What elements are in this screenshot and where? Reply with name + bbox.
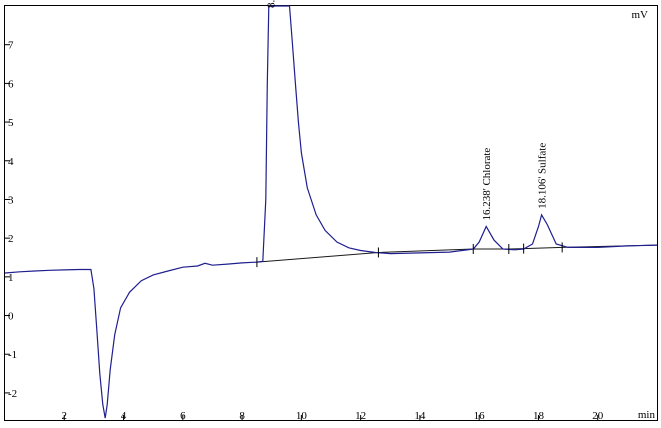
y-tick-label: 7 bbox=[8, 40, 14, 52]
x-tick-label: 8 bbox=[239, 410, 245, 422]
signal-trace bbox=[4, 5, 658, 419]
x-tick-label: 4 bbox=[121, 410, 127, 422]
peak-labels: 8.956' Chloride 16.238' Chlorate 18.106' S… bbox=[265, 0, 548, 221]
signal-line bbox=[4, 5, 658, 419]
x-axis: 2 4 6 8 10 12 14 16 18 20 bbox=[62, 410, 604, 422]
x-tick-label: 10 bbox=[296, 410, 308, 422]
y-tick-label: 4 bbox=[8, 156, 14, 168]
peak-label: 18.106' Sulfate bbox=[537, 143, 549, 209]
y-tick-label: 6 bbox=[8, 78, 14, 90]
y-axis: -2 -1 0 1 2 3 4 5 6 7 bbox=[5, 40, 17, 400]
y-axis-unit-label: mV bbox=[632, 9, 649, 21]
x-axis-unit-label: min bbox=[638, 409, 656, 421]
x-tick-label: 2 bbox=[62, 410, 68, 422]
peak-label: 8.956' Chloride bbox=[265, 0, 277, 8]
x-tick-label: 20 bbox=[592, 410, 604, 422]
y-tick-label: 2 bbox=[8, 233, 14, 245]
y-tick-label: -1 bbox=[8, 349, 17, 361]
x-tick-label: 6 bbox=[180, 410, 186, 422]
y-tick-label: 5 bbox=[8, 117, 14, 129]
y-tick-label: 0 bbox=[8, 311, 14, 323]
y-tick-label: 3 bbox=[8, 194, 14, 206]
peak-label: 16.238' Chlorate bbox=[481, 148, 493, 221]
x-tick-label: 14 bbox=[414, 410, 426, 422]
y-tick-label: 1 bbox=[8, 272, 14, 284]
x-tick-label: 16 bbox=[474, 410, 486, 422]
integration-markers bbox=[256, 242, 563, 268]
x-tick-label: 18 bbox=[533, 410, 545, 422]
x-tick-label: 12 bbox=[355, 410, 366, 422]
plot-frame bbox=[4, 5, 658, 421]
y-tick-label: -2 bbox=[8, 388, 17, 400]
